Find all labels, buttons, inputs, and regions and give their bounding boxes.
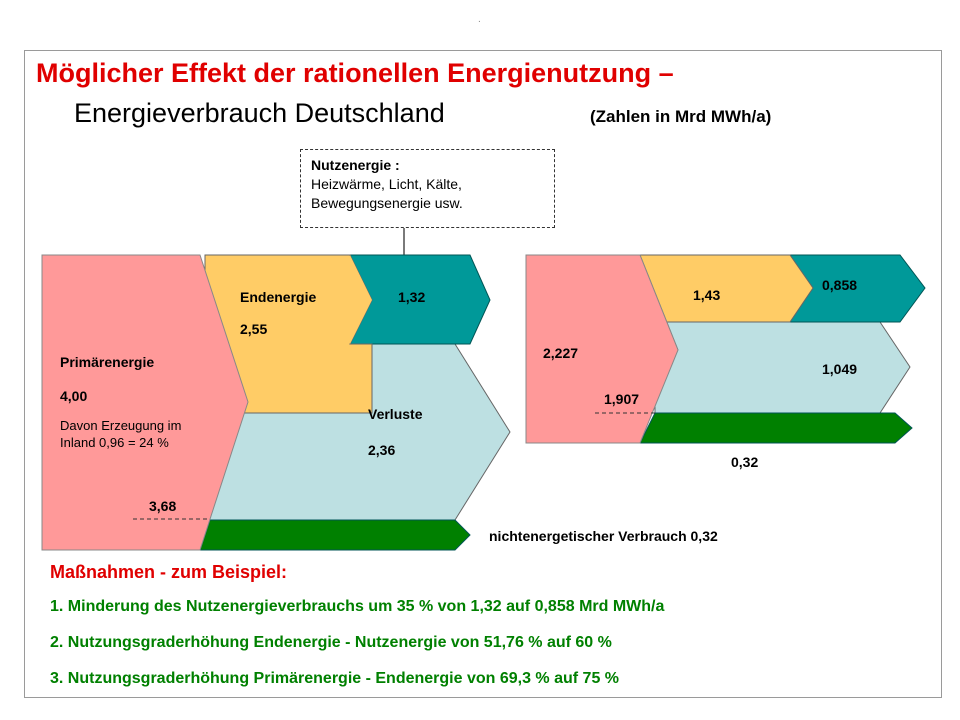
left-primary-energetic-value: 3,68 (149, 498, 177, 514)
measures-heading: Maßnahmen - zum Beispiel: (50, 562, 288, 582)
left-losses-label: Verluste (368, 406, 423, 422)
measure-item-2: 2. Nutzungsgraderhöhung Endenergie - Nut… (50, 634, 612, 651)
left-useful-energy-value: 1,32 (398, 289, 426, 305)
right-losses-shape (654, 321, 911, 414)
left-primary-energy-shape (41, 254, 249, 551)
right-primary-energetic-value: 1,907 (604, 391, 640, 407)
right-non-energetic-value: 0,32 (731, 454, 759, 470)
right-non-energetic-arrow (639, 412, 913, 444)
right-useful-energy-value: 0,858 (822, 277, 858, 293)
left-final-energy-label: Endenergie (240, 289, 317, 305)
useful-energy-note: Nutzenergie : Heizwärme, Licht, Kälte, B… (300, 149, 555, 228)
title-line-1: Möglicher Effekt der rationellen Energie… (36, 58, 674, 88)
measure-item-1: 1. Minderung des Nutzenergieverbrauchs u… (50, 598, 665, 615)
left-domestic-production-note: Davon Erzeugung im Inland 0,96 = 24 % (60, 417, 181, 451)
left-final-energy-value: 2,55 (240, 321, 268, 337)
left-losses-value: 2,36 (368, 442, 396, 458)
right-primary-energy-shape (525, 254, 679, 444)
note-line-1: Heizwärme, Licht, Kälte, (311, 176, 462, 192)
right-primary-energy-value: 2,227 (543, 345, 579, 361)
left-primary-energy-label: Primärenergie (60, 354, 155, 370)
right-final-energy-value: 1,43 (693, 287, 721, 303)
note-heading: Nutzenergie : (311, 157, 400, 173)
right-losses-value: 1,049 (822, 361, 858, 377)
title-line-2: Energieverbrauch Deutschland (74, 98, 445, 128)
left-primary-energy-value: 4,00 (60, 388, 88, 404)
top-dot: . (478, 14, 481, 25)
unit-label: (Zahlen in Mrd MWh/a) (590, 107, 772, 126)
domestic-line-1: Davon Erzeugung im (60, 418, 182, 433)
domestic-line-2: Inland 0,96 = 24 % (60, 435, 169, 450)
left-final-energy-tip (350, 255, 372, 344)
left-non-energetic-arrow (199, 519, 471, 551)
left-non-energetic-label: nichtenergetischer Verbrauch 0,32 (489, 528, 718, 544)
note-line-2: Bewegungsenergie usw. (311, 195, 463, 211)
slide-frame (24, 50, 942, 698)
measure-item-3: 3. Nutzungsgraderhöhung Primärenergie - … (50, 670, 620, 687)
